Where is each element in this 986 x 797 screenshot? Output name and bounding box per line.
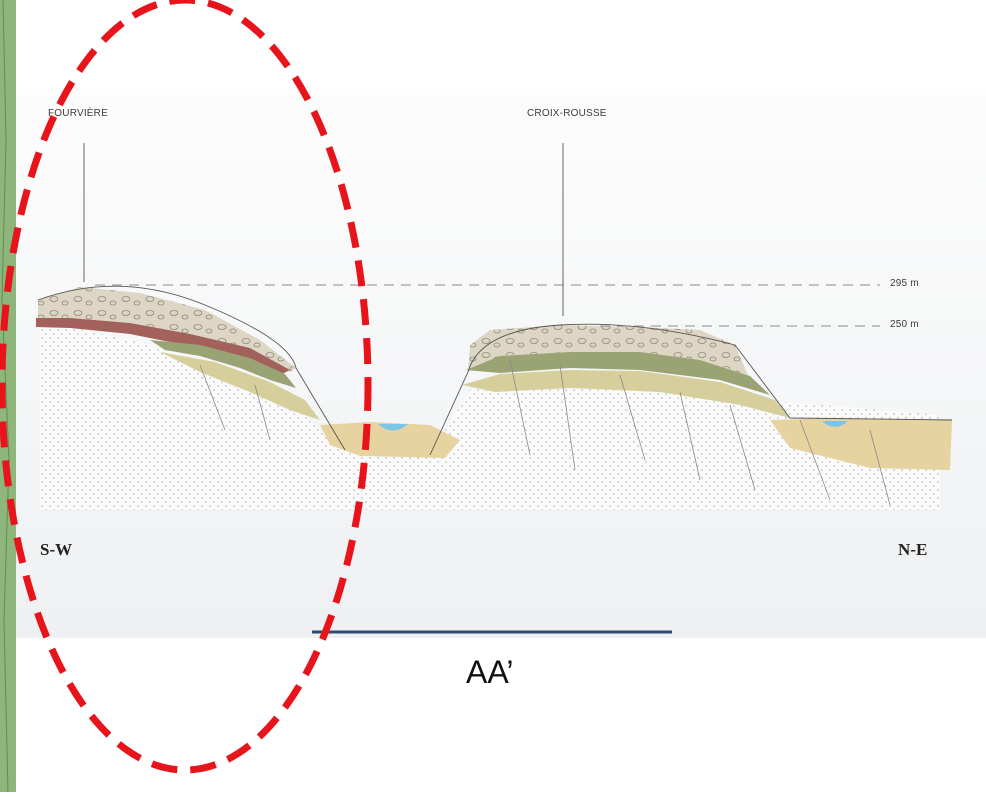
direction-label-sw: S-W <box>40 540 72 560</box>
elevation-label-250: 250 m <box>890 319 919 330</box>
direction-label-ne: N-E <box>898 540 927 560</box>
peak-label-fourviere: FOURVIÈRE <box>48 108 108 119</box>
peak-label-croix-rousse: CROIX-ROUSSE <box>527 108 607 119</box>
elevation-label-295: 295 m <box>890 278 919 289</box>
section-caption: AA’ <box>466 654 513 691</box>
